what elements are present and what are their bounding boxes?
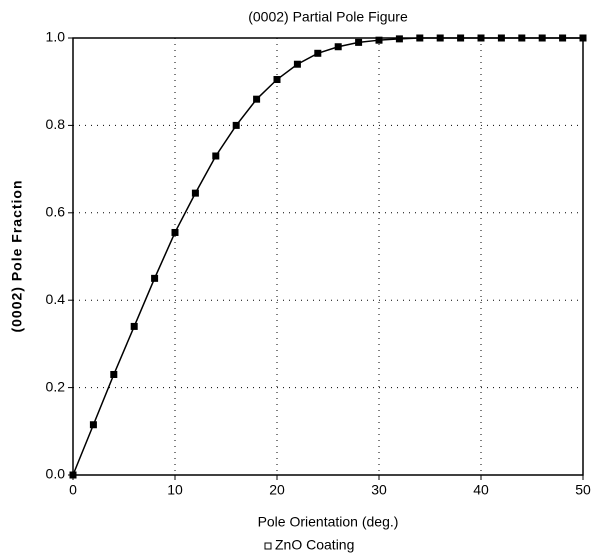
y-axis-label: (0002) Pole Fraction <box>9 179 25 332</box>
x-tick-label: 10 <box>167 482 183 498</box>
marker <box>191 189 199 197</box>
x-axis-label: Pole Orientation (deg.) <box>258 514 399 530</box>
x-tick-label: 0 <box>69 482 77 498</box>
marker <box>579 34 587 42</box>
marker <box>212 152 220 160</box>
y-tick-label: 0.4 <box>46 291 66 307</box>
plot-frame <box>72 37 584 476</box>
x-tick-label: 50 <box>575 482 591 498</box>
legend-marker <box>264 542 272 550</box>
marker <box>559 34 567 42</box>
chart-title: (0002) Partial Pole Figure <box>248 9 408 25</box>
marker <box>314 49 322 57</box>
marker <box>497 34 505 42</box>
x-tick-label: 40 <box>473 482 489 498</box>
marker <box>477 34 485 42</box>
marker <box>375 36 383 44</box>
marker <box>293 60 301 68</box>
marker <box>130 322 138 330</box>
y-tick-label: 0.6 <box>46 204 66 220</box>
marker <box>232 121 240 129</box>
y-tick-label: 1.0 <box>46 29 66 45</box>
marker <box>518 34 526 42</box>
x-tick-label: 30 <box>371 482 387 498</box>
marker <box>89 421 97 429</box>
marker <box>538 34 546 42</box>
marker <box>395 35 403 43</box>
marker <box>416 34 424 42</box>
y-tick-label: 0.2 <box>46 378 66 394</box>
marker <box>273 76 281 84</box>
marker <box>355 38 363 46</box>
marker <box>151 274 159 282</box>
marker <box>171 228 179 236</box>
y-tick-label: 0.8 <box>46 116 66 132</box>
marker <box>457 34 465 42</box>
marker <box>110 370 118 378</box>
legend-label: ZnO Coating <box>275 537 354 553</box>
marker <box>69 471 77 479</box>
marker <box>334 43 342 51</box>
series-line <box>72 37 583 476</box>
marker <box>436 34 444 42</box>
marker <box>253 95 261 103</box>
x-tick-label: 20 <box>269 482 285 498</box>
y-tick-label: 0.0 <box>46 466 66 482</box>
